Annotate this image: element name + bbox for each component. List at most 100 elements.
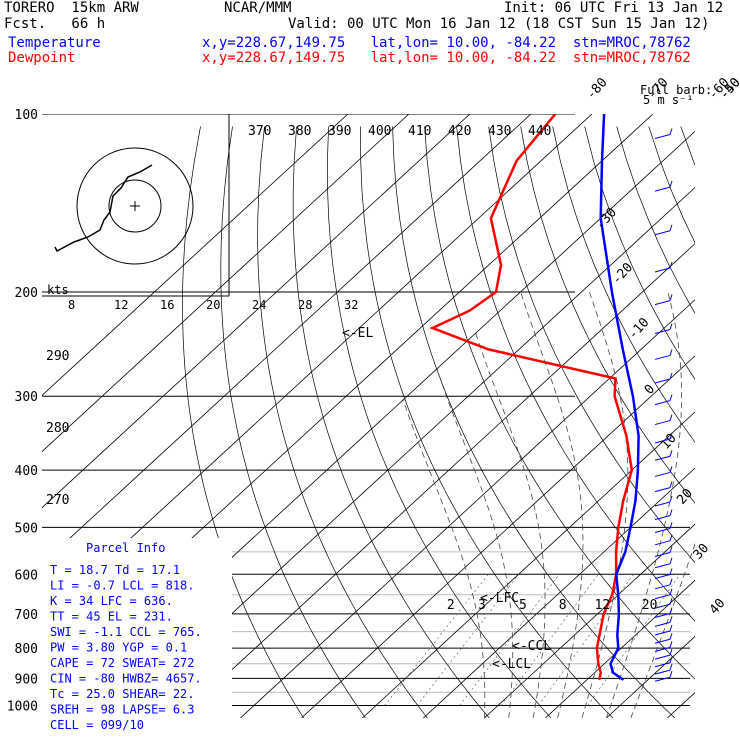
dry-adiabat-line (616, 126, 695, 314)
wind-barb (654, 414, 673, 426)
wind-barb-staff (654, 621, 671, 627)
wind-barb-staff (654, 438, 671, 444)
wind-barb-flag (669, 656, 673, 663)
wind-barb-flag (669, 450, 673, 457)
isotherm-label: -80 (584, 75, 611, 102)
wind-barb (654, 522, 673, 533)
wind-barb-staff (654, 354, 671, 360)
wind-barb-staff (654, 455, 671, 461)
level-annotation: <-LFC (480, 591, 519, 606)
parcel-info-row: SWI = -1.1 CCL = 765. (50, 625, 202, 639)
wind-barb (654, 598, 673, 609)
dry-adiabat-line (584, 126, 695, 380)
wind-barb-flag (669, 557, 673, 564)
wind-barb-staff (654, 471, 671, 477)
mixing-ratio-label: 12 (595, 598, 611, 613)
hodograph-ring-outer (76, 147, 194, 265)
dry-adiabat-line (327, 126, 552, 718)
hodograph-speed-label: 8 (68, 298, 75, 312)
wind-barb (654, 224, 673, 236)
mixing-ratio-label: 2 (447, 598, 455, 613)
wind-barb-flag (669, 546, 673, 553)
isotherm-line (42, 114, 349, 396)
wind-barb-staff (654, 552, 671, 558)
wind-barb (654, 261, 673, 273)
dry-adiabat-line (257, 126, 428, 718)
theta-label: 400 (368, 124, 391, 139)
isotherm-label: -10 (626, 315, 653, 342)
wind-barb-flag (669, 568, 673, 575)
wind-barb-staff (654, 669, 671, 675)
wind-barb-flag (669, 633, 673, 640)
parcel-info-row: Tc = 25.0 SHEAR= 22. (50, 687, 195, 701)
pressure-tick-label: 600 (15, 568, 38, 583)
wind-barb (654, 656, 673, 668)
wind-barb-flag (669, 607, 673, 614)
init-time: Init: 06 UTC Fri 13 Jan 12 (504, 0, 724, 16)
wind-barb (654, 323, 673, 334)
wind-barb-flag (669, 224, 673, 231)
barb-legend-units: 5 m s⁻¹ (643, 93, 694, 107)
theta-left-label: 280 (46, 421, 69, 436)
parcel-info-row: CIN = -80 HWBZ= 4657. (50, 672, 202, 686)
wind-barb-flag (669, 616, 673, 623)
wind-barb-staff (654, 676, 671, 682)
dry-adiabat-line (360, 126, 614, 718)
wind-barb-staff (654, 654, 671, 660)
wind-barb-staff (654, 420, 671, 426)
wind-barb-staff (654, 328, 671, 334)
wind-barb-staff (654, 646, 671, 652)
parcel-info-row: LI = -0.7 LCL = 818. (50, 579, 195, 593)
theta-left-label: 270 (46, 493, 69, 508)
pressure-tick-label: 1000 (7, 699, 38, 714)
dry-adiabat-line (520, 126, 695, 504)
theta-left-label: 290 (46, 349, 69, 364)
mixing-ratio-label: 20 (642, 598, 658, 613)
mixing-ratio-label: 3 (478, 598, 486, 613)
dry-adiabat-line (488, 126, 695, 564)
level-annotation: <-LCL (492, 657, 531, 672)
theta-label: 420 (448, 124, 471, 139)
isotherm-line (42, 114, 410, 453)
wind-barb-flag (669, 349, 673, 356)
dry-adiabat-line (220, 126, 366, 718)
parcel-info-row: PW = 3.80 YGP = 0.1 (50, 641, 187, 655)
wind-barb (654, 648, 673, 660)
moist-adiabat-line (581, 291, 629, 718)
mixing-ratio-line (587, 574, 681, 706)
model-line: TORERO 15km ARW (4, 0, 139, 16)
wind-barb (654, 294, 673, 306)
wind-barb (654, 557, 673, 569)
parcel-info-row: T = 18.7 Td = 17.1 (50, 563, 180, 577)
wind-barb (654, 588, 673, 600)
wind-barb (654, 641, 673, 652)
pressure-tick-label: 700 (15, 608, 38, 623)
dry-adiabat-line (552, 126, 695, 443)
wind-barb-flag (669, 261, 673, 269)
wind-barb-staff (654, 267, 671, 273)
moist-adiabat-line (606, 291, 682, 718)
wind-barb-staff (654, 230, 671, 236)
pressure-tick-label: 400 (15, 464, 38, 479)
wind-barb-flag (669, 648, 673, 656)
parcel-info-row: CELL = 099/10 (50, 718, 144, 732)
temperature-location: x,y=228.67,149.75 lat,lon= 10.00, -84.22… (202, 35, 691, 51)
hodograph-speed-label: 16 (160, 298, 174, 312)
hodograph-speed-label: 12 (114, 298, 128, 312)
isotherm-line (484, 523, 695, 718)
isotherm-line (42, 114, 532, 565)
temperature-profile-line (599, 114, 640, 681)
moist-adiabat-line (403, 400, 486, 718)
isotherm-label: 20 (674, 486, 696, 508)
parcel-info-row: K = 34 LFC = 636. (50, 594, 173, 608)
wind-barb-staff (654, 638, 671, 644)
isotherm-line (362, 411, 695, 718)
wind-barb-staff (654, 300, 671, 306)
pressure-tick-label: 500 (15, 521, 38, 536)
isotherm-line (179, 243, 695, 718)
wind-barb-flag (669, 588, 673, 595)
dry-adiabat-line (456, 126, 695, 622)
pressure-tick-label: 200 (15, 286, 38, 301)
pressure-tick-label: 300 (15, 390, 38, 405)
